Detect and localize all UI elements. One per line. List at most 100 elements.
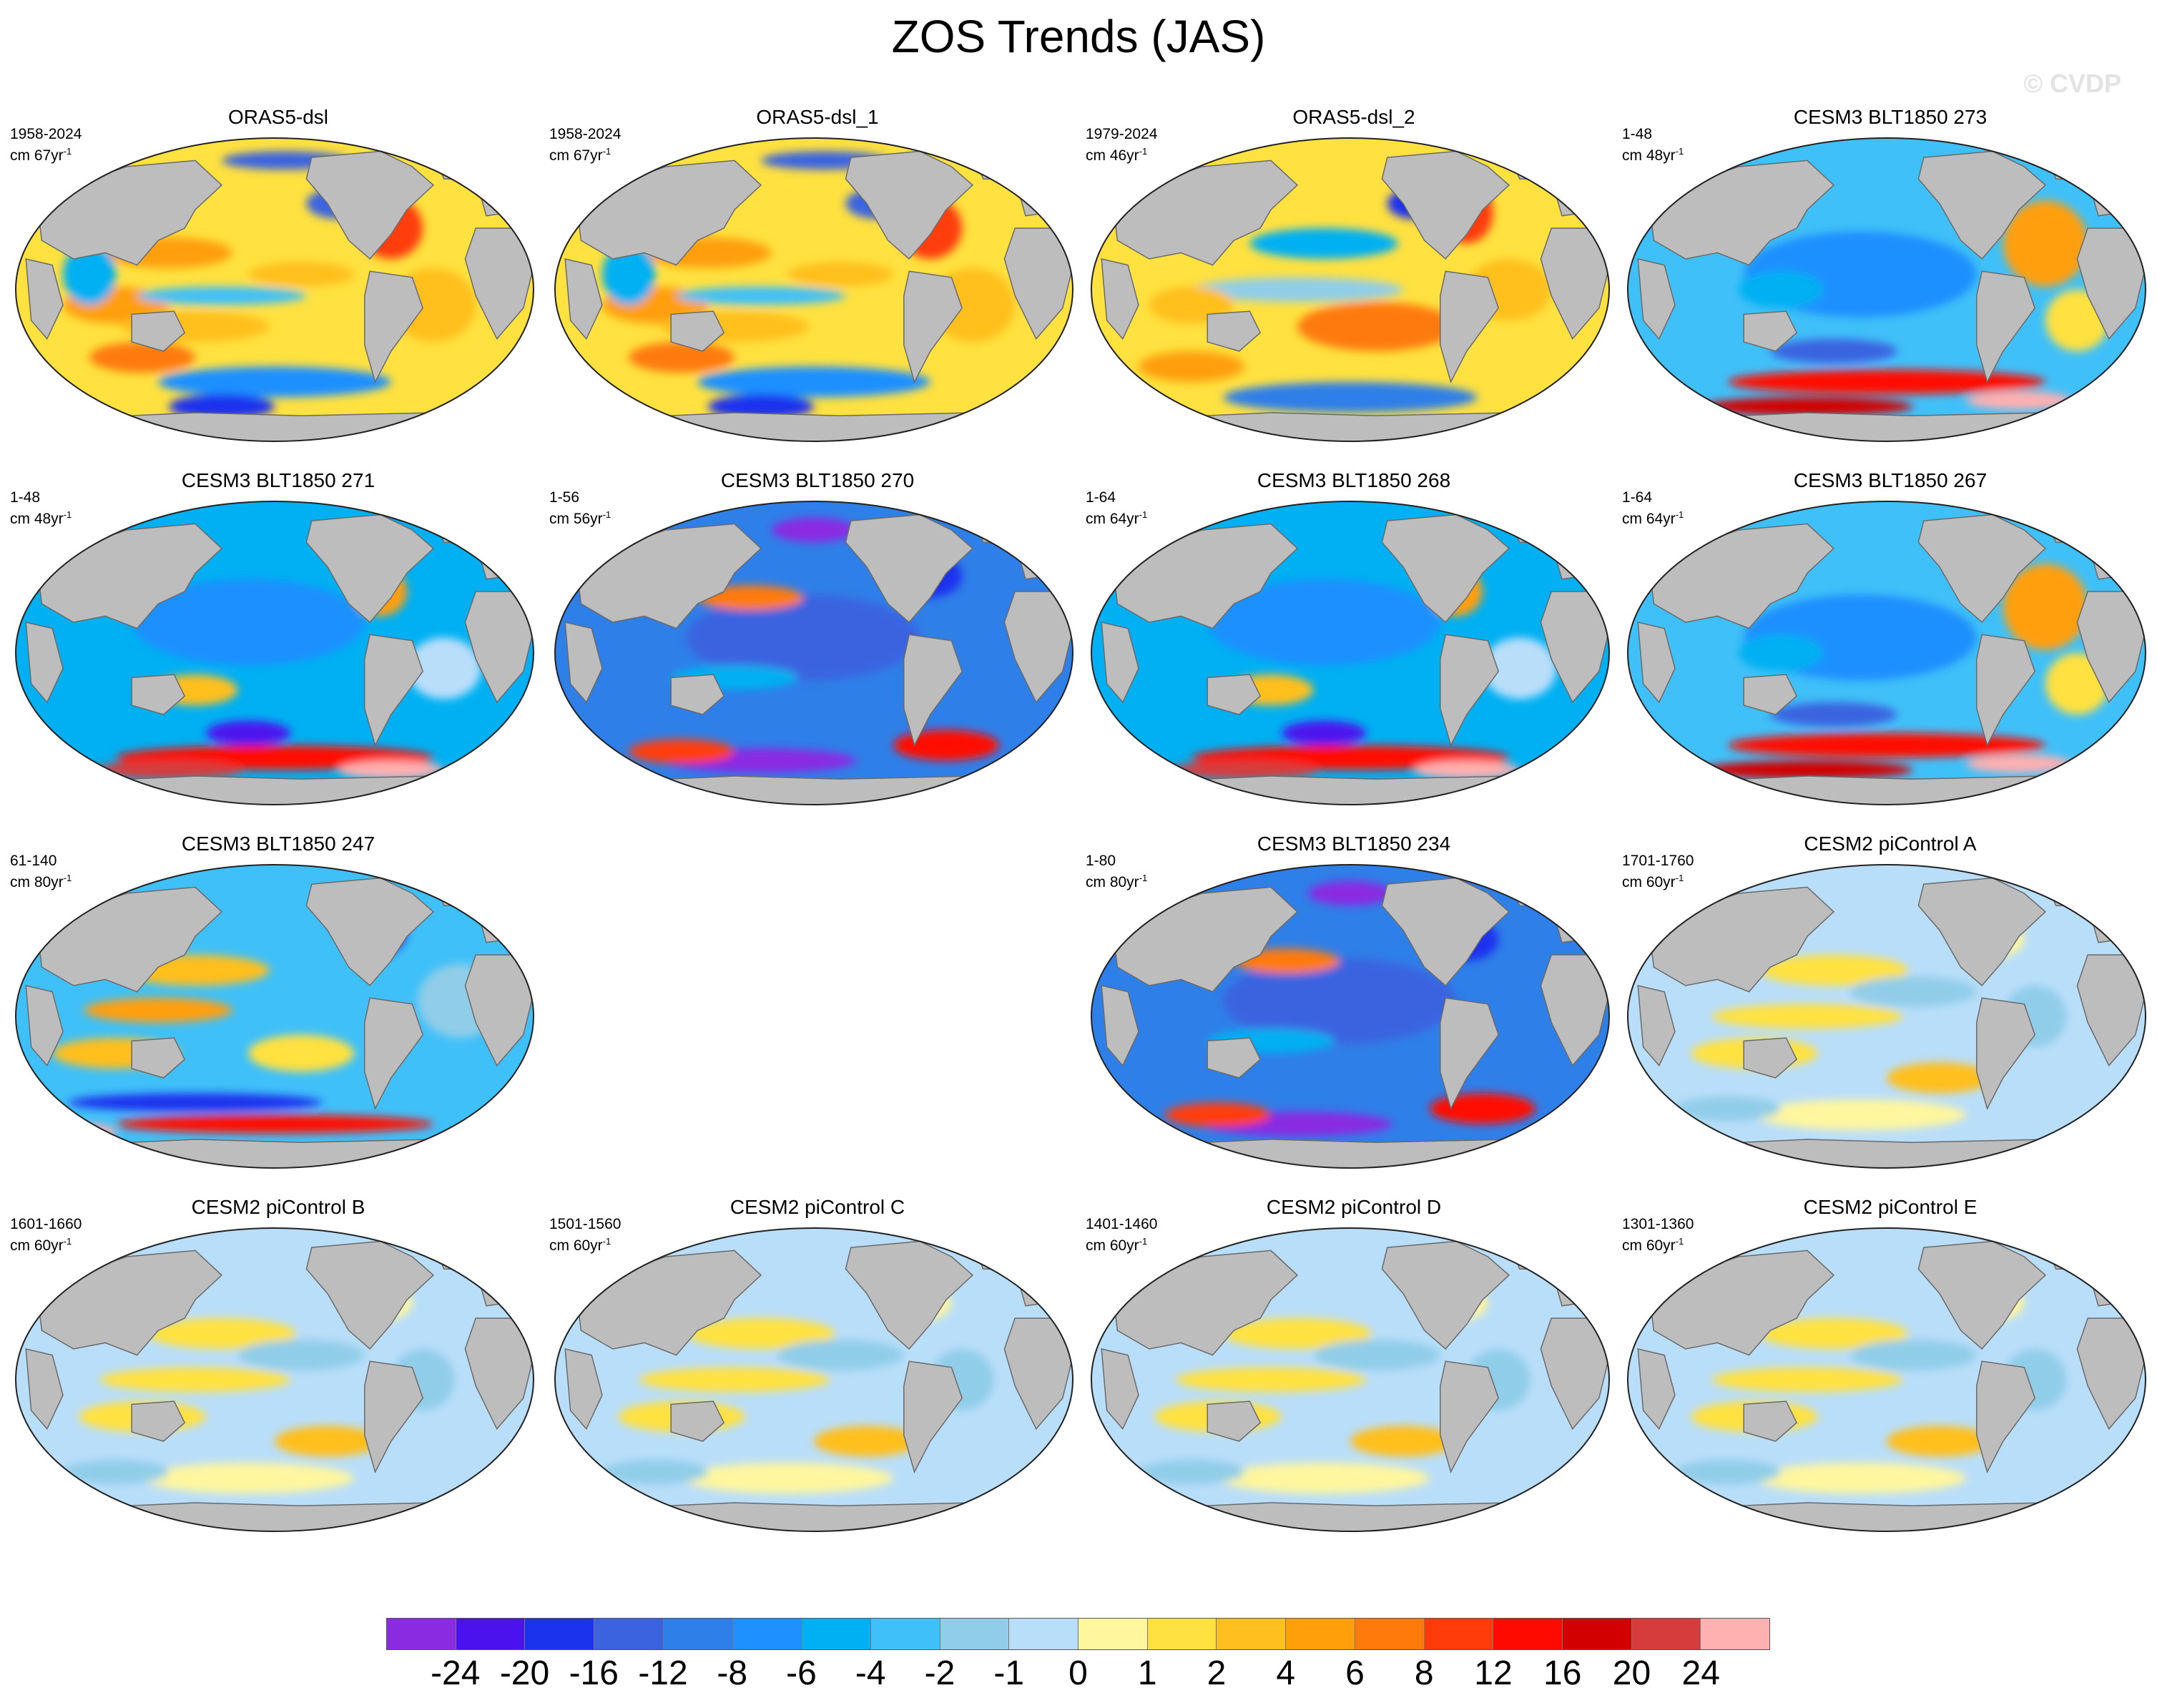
map-field: [1627, 501, 2146, 805]
colorbar-swatch: [456, 1619, 526, 1649]
map-field: [15, 501, 534, 805]
land-mass: [903, 270, 963, 384]
land-mass: [62, 1502, 498, 1531]
colorbar-label: 20: [1612, 1654, 1651, 1692]
trend-anomaly: [1701, 760, 1913, 780]
colorbar-swatch: [802, 1619, 871, 1649]
colorbar-swatch: [1009, 1619, 1079, 1649]
panel-period: 1701-1760: [1622, 853, 1694, 869]
map-field: [1091, 864, 1610, 1169]
land-mass: [1207, 1037, 1262, 1079]
panel-title: CESM3 BLT1850 247: [181, 833, 375, 855]
trend-anomaly: [1170, 760, 1319, 780]
land-mass: [1743, 310, 1798, 352]
land-mass: [25, 1348, 64, 1430]
panel-title: CESM3 BLT1850 273: [1793, 106, 1988, 128]
land-mass: [364, 1360, 424, 1474]
panel-title: CESM3 BLT1850 270: [720, 469, 915, 491]
trend-anomaly: [1139, 351, 1244, 382]
trend-anomaly: [1281, 720, 1367, 745]
colorbar-label: -2: [924, 1654, 955, 1692]
map-outline: [1627, 864, 2146, 1169]
panel-units: cm 60yr-1: [1622, 873, 1684, 890]
map-outline: [15, 864, 534, 1169]
colorbar-swatch: [870, 1619, 940, 1649]
trend-anomaly: [1754, 1463, 1966, 1494]
trend-anomaly: [248, 1034, 354, 1072]
land-mass: [1917, 514, 2047, 624]
land-mass: [903, 1360, 963, 1474]
trend-anomaly: [1191, 277, 1403, 303]
land-mass: [1381, 150, 1510, 260]
map-panel: CESM2 piControl B 1601-1660 cm 60yr-1: [10, 1196, 546, 1532]
trend-anomaly: [1701, 397, 1913, 416]
panel-title: CESM2 piControl D: [1266, 1196, 1442, 1218]
trend-anomaly: [771, 517, 857, 543]
panel-units: cm 67yr-1: [10, 146, 72, 164]
land-mass: [1101, 622, 1139, 704]
panel-units: cm 48yr-1: [1622, 146, 1684, 164]
trend-anomaly: [1307, 880, 1393, 906]
colorbar-swatch: [1217, 1619, 1287, 1649]
panel-units: cm 60yr-1: [1622, 1236, 1684, 1254]
trend-anomaly: [1759, 955, 1908, 986]
land-mass: [1917, 1240, 2047, 1350]
trend-anomaly: [338, 760, 444, 780]
land-mass: [1138, 1139, 1573, 1168]
trend-anomaly: [1887, 1425, 1993, 1457]
panel-period: 61-140: [10, 853, 57, 869]
trend-anomaly: [814, 1425, 920, 1457]
land-mass: [131, 674, 186, 715]
trend-anomaly: [205, 720, 291, 745]
panel-units: cm 56yr-1: [549, 509, 611, 527]
land-mass: [564, 1348, 603, 1430]
panel-title: CESM3 BLT1850 271: [181, 469, 375, 491]
land-mass: [670, 674, 725, 715]
panel-period: 1958-2024: [10, 126, 82, 142]
trend-anomaly: [248, 262, 354, 287]
map-field: [554, 501, 1073, 805]
panel-units: cm 80yr-1: [1086, 873, 1148, 890]
land-mass: [1976, 634, 2036, 747]
panel-units: cm 48yr-1: [10, 509, 72, 527]
trend-anomaly: [68, 1093, 323, 1112]
panel-title: CESM3 BLT1850 234: [1257, 833, 1451, 855]
trend-anomaly: [237, 1340, 365, 1371]
map-panel: ORAS5-dsl 1958-2024 cm 67yr-1: [10, 106, 546, 442]
colorbar-swatch: [1147, 1619, 1217, 1649]
trend-anomaly: [147, 1318, 296, 1349]
map-panel: CESM3 BLT1850 271 1-48 cm 48yr-1: [10, 469, 546, 805]
map-field: [554, 137, 1073, 442]
land-mass: [1674, 775, 2110, 805]
panel-period: 1979-2024: [1086, 126, 1158, 142]
map-panel: ORAS5-dsl_2 1979-2024 cm 46yr-1: [1086, 106, 1622, 442]
trend-anomaly: [1249, 228, 1398, 259]
trend-anomaly: [1887, 1062, 1993, 1094]
trend-anomaly: [407, 637, 481, 700]
trend-anomaly: [1675, 1096, 1781, 1122]
trend-anomaly: [137, 286, 307, 305]
trend-anomaly: [1770, 338, 1897, 364]
map-outline: [554, 1227, 1073, 1532]
land-mass: [845, 1240, 974, 1350]
land-mass: [25, 622, 64, 704]
map-field: [1627, 1227, 2146, 1532]
land-mass: [131, 1400, 186, 1442]
trend-anomaly: [1223, 958, 1456, 1044]
trend-anomaly: [697, 366, 930, 398]
colorbar-labels: -24 -20 -16 -12 -8 -6 -4 -2 -1 0 1 2 4 6 8 12 16 20 24: [386, 1654, 1770, 1697]
land-mass: [1101, 985, 1139, 1067]
trend-anomaly: [99, 1367, 291, 1393]
trend-anomaly: [1223, 382, 1478, 413]
map-panel: CESM3 BLT1850 268 1-64 cm 64yr-1: [1086, 469, 1622, 805]
trend-anomaly: [132, 579, 365, 666]
trend-anomaly: [687, 594, 920, 681]
colorbar-swatch: [940, 1619, 1010, 1649]
map-outline: [15, 501, 534, 805]
land-mass: [1381, 514, 1510, 624]
map-outline: [1627, 501, 2146, 805]
land-mass: [131, 1037, 186, 1079]
colorbar-swatch: [1424, 1619, 1494, 1649]
land-mass: [1674, 1502, 2110, 1531]
colorbar-label: -8: [717, 1654, 748, 1692]
